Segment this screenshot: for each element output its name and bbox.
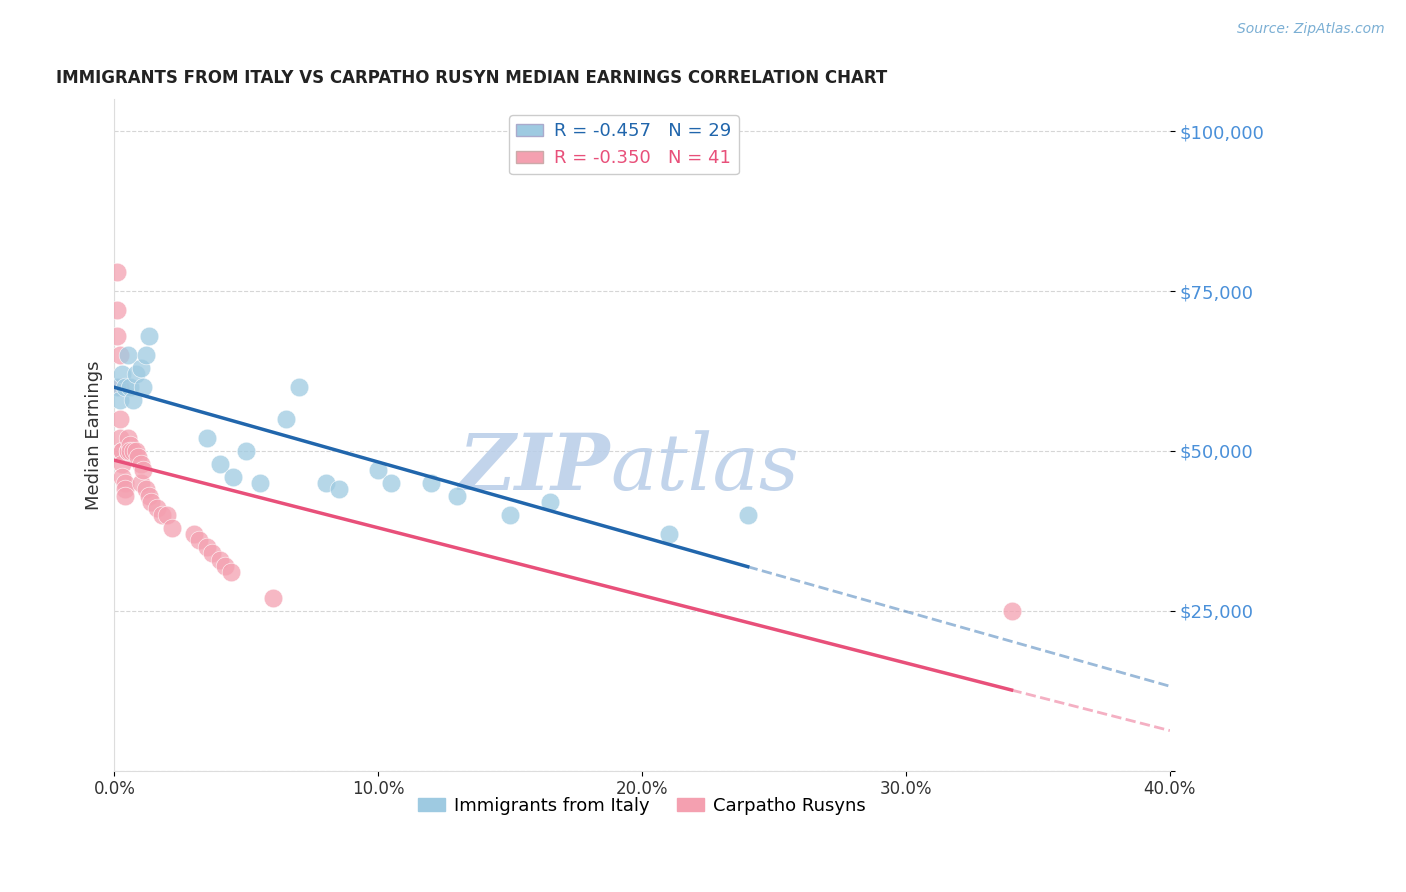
- Text: atlas: atlas: [610, 430, 799, 507]
- Point: [499, 508, 522, 522]
- Point: [195, 431, 218, 445]
- Point: [111, 444, 134, 458]
- Point: [129, 457, 152, 471]
- Point: [108, 392, 131, 407]
- Point: [108, 412, 131, 426]
- Legend: Immigrants from Italy, Carpatho Rusyns: Immigrants from Italy, Carpatho Rusyns: [411, 789, 873, 822]
- Point: [367, 463, 389, 477]
- Point: [288, 380, 311, 394]
- Point: [135, 348, 157, 362]
- Point: [657, 527, 679, 541]
- Point: [380, 475, 402, 490]
- Point: [183, 527, 205, 541]
- Point: [235, 444, 257, 458]
- Point: [117, 444, 139, 458]
- Point: [129, 475, 152, 490]
- Point: [195, 540, 218, 554]
- Point: [117, 431, 139, 445]
- Point: [1000, 604, 1022, 618]
- Point: [162, 521, 184, 535]
- Point: [111, 367, 134, 381]
- Text: ZIP: ZIP: [458, 430, 610, 507]
- Text: Source: ZipAtlas.com: Source: ZipAtlas.com: [1237, 22, 1385, 37]
- Point: [156, 508, 179, 522]
- Point: [117, 348, 139, 362]
- Point: [114, 475, 136, 490]
- Point: [108, 380, 131, 394]
- Point: [114, 483, 136, 497]
- Point: [132, 380, 155, 394]
- Point: [122, 444, 145, 458]
- Point: [315, 475, 337, 490]
- Point: [208, 457, 231, 471]
- Point: [105, 380, 128, 394]
- Point: [249, 475, 271, 490]
- Point: [111, 469, 134, 483]
- Point: [124, 444, 146, 458]
- Point: [138, 328, 160, 343]
- Point: [262, 591, 284, 605]
- Point: [201, 546, 224, 560]
- Point: [127, 450, 149, 465]
- Point: [132, 463, 155, 477]
- Point: [145, 501, 167, 516]
- Point: [150, 508, 173, 522]
- Point: [420, 475, 443, 490]
- Point: [141, 495, 163, 509]
- Text: IMMIGRANTS FROM ITALY VS CARPATHO RUSYN MEDIAN EARNINGS CORRELATION CHART: IMMIGRANTS FROM ITALY VS CARPATHO RUSYN …: [56, 69, 887, 87]
- Point: [114, 489, 136, 503]
- Point: [108, 431, 131, 445]
- Point: [328, 483, 350, 497]
- Point: [120, 380, 142, 394]
- Point: [114, 380, 136, 394]
- Point: [446, 489, 468, 503]
- Point: [187, 533, 209, 548]
- Point: [111, 457, 134, 471]
- Point: [274, 412, 297, 426]
- Point: [117, 444, 139, 458]
- Point: [129, 360, 152, 375]
- Point: [208, 552, 231, 566]
- Point: [105, 303, 128, 318]
- Point: [122, 392, 145, 407]
- Point: [124, 367, 146, 381]
- Point: [219, 566, 242, 580]
- Point: [108, 348, 131, 362]
- Point: [120, 437, 142, 451]
- Point: [135, 483, 157, 497]
- Point: [538, 495, 561, 509]
- Point: [222, 469, 245, 483]
- Point: [737, 508, 759, 522]
- Point: [105, 265, 128, 279]
- Point: [111, 444, 134, 458]
- Point: [214, 559, 236, 574]
- Point: [138, 489, 160, 503]
- Y-axis label: Median Earnings: Median Earnings: [86, 360, 103, 509]
- Point: [105, 328, 128, 343]
- Point: [120, 444, 142, 458]
